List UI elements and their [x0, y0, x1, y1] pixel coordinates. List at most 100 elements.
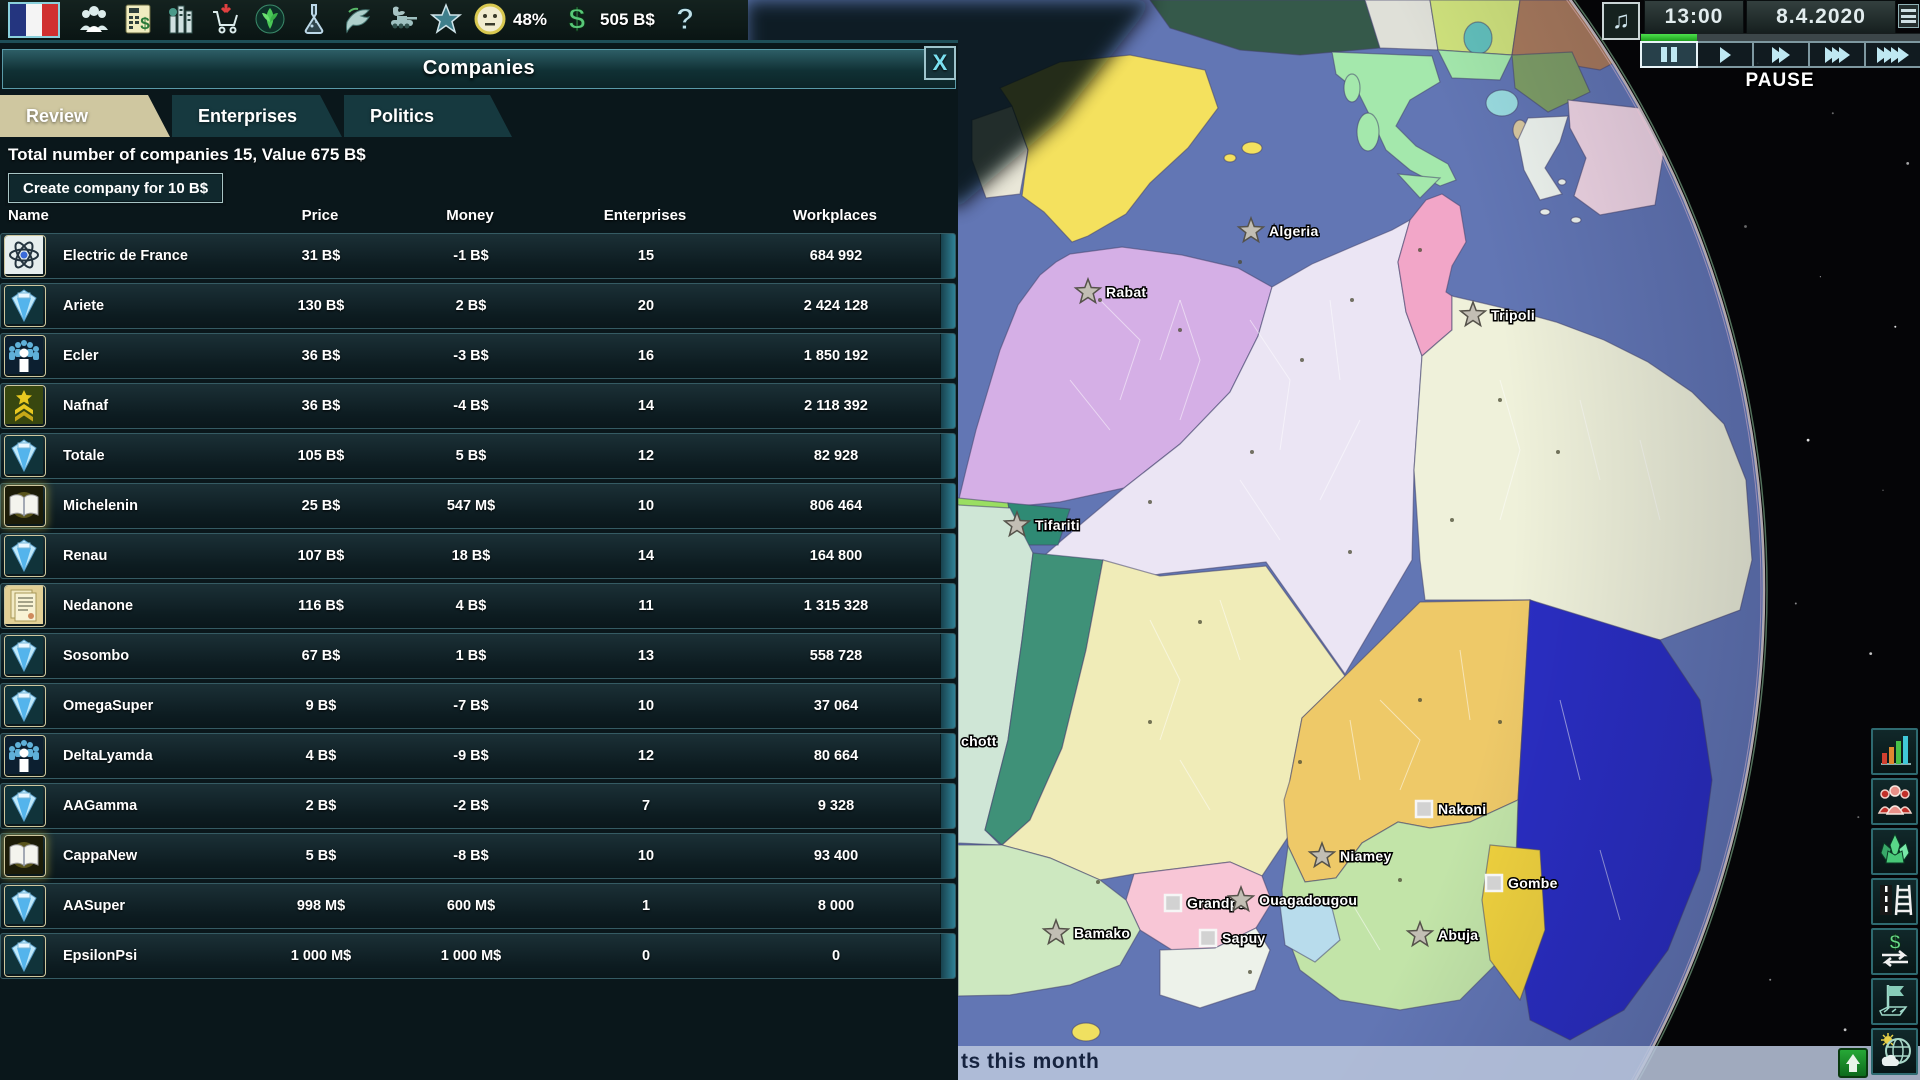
company-row[interactable]: Sosombo67 B$1 B$13558 728 — [0, 633, 956, 679]
company-row[interactable]: Ecler36 B$-3 B$161 850 192 — [0, 333, 956, 379]
panel-tabs: ReviewEnterprisesPolitics — [0, 95, 958, 137]
resources-button[interactable] — [1871, 828, 1918, 875]
fast-forward-4-icon — [1879, 47, 1907, 63]
company-enterprises: 14 — [561, 398, 731, 414]
company-row[interactable]: Totale105 B$5 B$1282 928 — [0, 433, 956, 479]
company-enterprises: 10 — [561, 698, 731, 714]
transport-button[interactable] — [1871, 878, 1918, 925]
company-row[interactable]: OmegaSuper9 B$-7 B$1037 064 — [0, 683, 956, 729]
city-marker-nakoni[interactable]: Nakoni — [1416, 801, 1486, 817]
company-enterprises: 12 — [561, 748, 731, 764]
help-button[interactable]: ? — [665, 1, 705, 39]
transport-icon — [1876, 881, 1914, 922]
company-enterprises: 12 — [561, 448, 731, 464]
play-button[interactable] — [1696, 41, 1754, 68]
rating-button[interactable] — [426, 1, 466, 39]
table-header: NamePriceMoneyEnterprisesWorkplaces — [0, 203, 956, 227]
ecology-button[interactable] — [250, 1, 290, 39]
pause-button[interactable] — [1640, 41, 1698, 68]
fast-forward-3-button[interactable] — [1808, 41, 1866, 68]
ticker-expand-button[interactable] — [1838, 1048, 1868, 1078]
city-button[interactable] — [162, 1, 202, 39]
company-row[interactable]: Renau107 B$18 B$14164 800 — [0, 533, 956, 579]
svg-text:$: $ — [569, 3, 586, 36]
company-row[interactable]: DeltaLyamda4 B$-9 B$1280 664 — [0, 733, 956, 779]
company-rank-icon — [4, 385, 46, 427]
company-row[interactable]: Ariete130 B$2 B$202 424 128 — [0, 283, 956, 329]
stats-button[interactable] — [1871, 728, 1918, 775]
row-scroll-accent — [940, 534, 955, 578]
company-money: -9 B$ — [381, 748, 561, 764]
company-diamond-icon — [4, 285, 46, 327]
company-workplaces: 806 464 — [731, 498, 941, 514]
row-scroll-accent — [940, 284, 955, 328]
tab-review[interactable]: Review — [0, 95, 170, 137]
music-icon[interactable]: ♫ — [1602, 2, 1640, 40]
company-row[interactable]: AASuper998 M$600 M$18 000 — [0, 883, 956, 929]
company-row[interactable]: Electric de France31 B$-1 B$15684 992 — [0, 233, 956, 279]
close-icon[interactable]: X — [924, 46, 956, 80]
fast-forward-2-button[interactable] — [1752, 41, 1810, 68]
date-display: 8.4.2020 — [1746, 0, 1896, 34]
company-enterprises: 0 — [561, 948, 731, 964]
city-label: Niamey — [1340, 848, 1392, 864]
company-price: 67 B$ — [261, 648, 381, 664]
population-groups-button[interactable] — [1871, 778, 1918, 825]
company-enterprises: 11 — [561, 598, 731, 614]
company-row[interactable]: AAGamma2 B$-2 B$79 328 — [0, 783, 956, 829]
city-marker-gombe[interactable]: Gombe — [1486, 875, 1558, 891]
tab-enterprises[interactable]: Enterprises — [172, 95, 342, 137]
city-marker-sapuy[interactable]: Sapuy — [1200, 930, 1266, 946]
market-button[interactable] — [206, 1, 246, 39]
company-enterprises: 7 — [561, 798, 731, 814]
treasury-button[interactable]: $ — [557, 1, 597, 39]
company-enterprises: 16 — [561, 348, 731, 364]
france-flag-icon[interactable] — [8, 2, 60, 38]
company-workplaces: 93 400 — [731, 848, 941, 864]
map-mode-sidebar: $ — [1871, 728, 1920, 1078]
company-enterprises: 10 — [561, 848, 731, 864]
diplomacy-button[interactable] — [338, 1, 378, 39]
military-button[interactable] — [382, 1, 422, 39]
company-price: 31 B$ — [261, 248, 381, 264]
company-docs-icon — [4, 585, 46, 627]
market-icon — [209, 2, 243, 39]
company-row[interactable]: Michelenin25 B$547 M$10806 464 — [0, 483, 956, 529]
company-name: AASuper — [57, 898, 261, 914]
company-crowd-icon — [4, 735, 46, 777]
world-icon — [1876, 1031, 1914, 1072]
politics-button[interactable] — [1871, 978, 1918, 1025]
approval-button[interactable] — [470, 1, 510, 39]
company-money: -8 B$ — [381, 848, 561, 864]
company-name: Electric de France — [57, 248, 261, 264]
resources-icon — [1876, 831, 1914, 872]
company-workplaces: 164 800 — [731, 548, 941, 564]
fast-forward-4-button[interactable] — [1864, 41, 1920, 68]
city-label: Tripoli — [1491, 307, 1535, 323]
company-row[interactable]: CappaNew5 B$-8 B$1093 400 — [0, 833, 956, 879]
company-row[interactable]: Nedanone116 B$4 B$111 315 328 — [0, 583, 956, 629]
company-name: Nedanone — [57, 598, 261, 614]
company-diamond-icon — [4, 435, 46, 477]
column-header-money: Money — [380, 207, 560, 224]
menu-icon[interactable] — [1898, 4, 1919, 28]
population-button[interactable] — [74, 1, 114, 39]
row-scroll-accent — [940, 434, 955, 478]
science-button[interactable] — [294, 1, 334, 39]
company-row[interactable]: EpsilonPsi1 000 M$1 000 M$00 — [0, 933, 956, 979]
company-price: 36 B$ — [261, 398, 381, 414]
row-scroll-accent — [940, 384, 955, 428]
budget-button[interactable]: $ — [118, 1, 158, 39]
company-workplaces: 2 424 128 — [731, 298, 941, 314]
tab-politics[interactable]: Politics — [344, 95, 512, 137]
world-button[interactable] — [1871, 1028, 1918, 1075]
stats-icon — [1876, 731, 1914, 772]
create-company-button[interactable]: Create company for 10 B$ — [8, 173, 223, 203]
city-icon — [165, 2, 199, 39]
trade-button[interactable]: $ — [1871, 928, 1918, 975]
ticker-text: ts this month — [961, 1050, 1099, 1074]
company-enterprises: 14 — [561, 548, 731, 564]
play-icon — [1722, 47, 1729, 63]
company-row[interactable]: Nafnaf36 B$-4 B$142 118 392 — [0, 383, 956, 429]
pause-status-label: PAUSE — [1640, 70, 1920, 92]
